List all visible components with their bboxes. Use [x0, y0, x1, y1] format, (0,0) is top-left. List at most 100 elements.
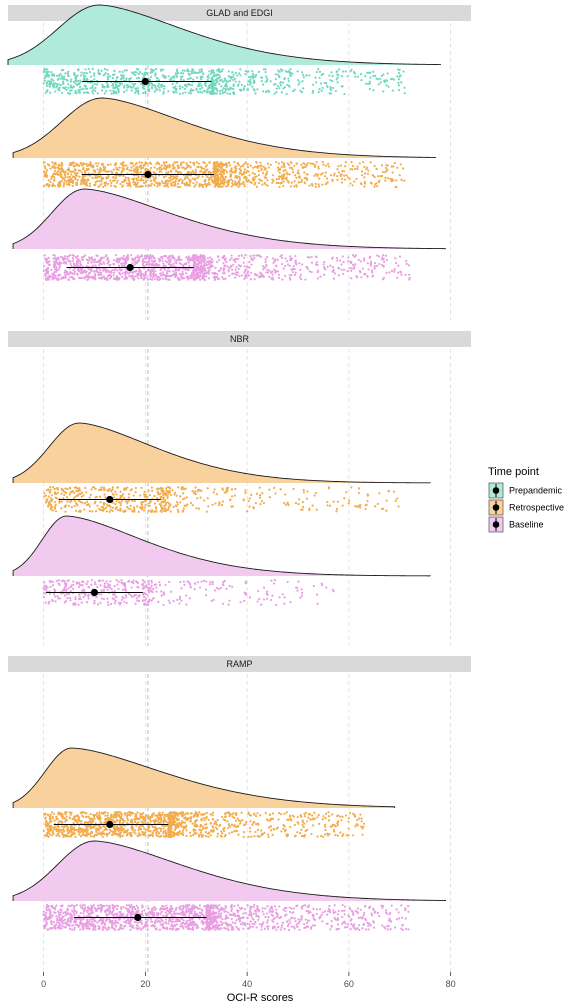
- data-point: [82, 182, 85, 185]
- data-point: [268, 488, 271, 491]
- data-point: [193, 257, 196, 260]
- data-point: [135, 581, 139, 584]
- data-point: [280, 262, 284, 266]
- data-point: [217, 73, 220, 76]
- data-point: [225, 181, 229, 184]
- data-point: [368, 87, 371, 91]
- data-point: [334, 89, 337, 93]
- data-point: [327, 486, 331, 489]
- data-point: [80, 178, 83, 181]
- data-point: [110, 587, 113, 591]
- data-point: [218, 82, 221, 85]
- data-point: [134, 270, 137, 273]
- data-point: [268, 269, 271, 272]
- data-point: [208, 92, 212, 95]
- data-point: [108, 510, 111, 513]
- data-point: [118, 70, 121, 73]
- data-point: [251, 70, 254, 73]
- data-point: [172, 270, 175, 273]
- data-point: [285, 176, 288, 179]
- data-point: [160, 167, 164, 171]
- data-point: [81, 176, 85, 179]
- data-point: [243, 277, 246, 280]
- data-point: [72, 268, 75, 271]
- data-point: [282, 162, 286, 165]
- data-point: [144, 499, 147, 503]
- data-point: [237, 83, 240, 86]
- data-point: [245, 171, 248, 174]
- data-point: [260, 168, 263, 172]
- data-point: [172, 91, 176, 94]
- data-point: [103, 184, 107, 187]
- data-point: [180, 71, 183, 75]
- data-point: [381, 254, 385, 257]
- data-point: [47, 504, 50, 507]
- data-point: [270, 817, 273, 820]
- data-point: [215, 182, 218, 186]
- data-point: [176, 598, 179, 601]
- data-point: [128, 275, 131, 278]
- data-point: [74, 495, 77, 498]
- data-point: [218, 70, 221, 74]
- data-point: [142, 595, 146, 599]
- data-point: [47, 70, 50, 73]
- data-point: [274, 258, 277, 261]
- data-point: [294, 502, 298, 505]
- data-point: [364, 508, 367, 511]
- data-point: [281, 593, 284, 596]
- data-point: [66, 74, 70, 77]
- data-point: [100, 486, 103, 489]
- data-point: [128, 271, 131, 274]
- data-point: [176, 161, 179, 164]
- data-point: [148, 598, 151, 601]
- data-point: [260, 829, 263, 832]
- data-point: [232, 84, 235, 88]
- data-point: [110, 184, 113, 187]
- data-point: [145, 261, 148, 264]
- data-point: [49, 80, 52, 83]
- data-point: [187, 259, 190, 262]
- data-point: [145, 179, 148, 182]
- data-point: [245, 265, 249, 268]
- data-point: [269, 163, 272, 166]
- data-point: [113, 184, 116, 188]
- data-point: [134, 87, 137, 90]
- data-point: [198, 811, 201, 814]
- data-point: [297, 580, 300, 583]
- data-point: [216, 170, 219, 173]
- data-point: [100, 69, 103, 72]
- data-point: [233, 494, 236, 497]
- data-point: [366, 71, 369, 74]
- data-point: [111, 76, 115, 80]
- data-point: [162, 166, 166, 170]
- data-point: [202, 275, 206, 278]
- data-point: [51, 811, 54, 814]
- data-point: [156, 487, 159, 490]
- data-point: [170, 184, 173, 187]
- data-point: [49, 497, 52, 500]
- data-point: [219, 89, 222, 93]
- data-point: [284, 257, 287, 260]
- data-point: [155, 586, 158, 589]
- data-point: [180, 599, 183, 602]
- data-point: [232, 73, 235, 76]
- data-point: [228, 79, 231, 83]
- data-point: [105, 170, 109, 173]
- data-point: [229, 175, 232, 178]
- data-point: [189, 88, 193, 91]
- data-point: [305, 74, 308, 77]
- data-point: [246, 166, 249, 169]
- data-point: [144, 273, 148, 276]
- data-point: [219, 163, 222, 166]
- data-point: [230, 495, 234, 498]
- data-point: [114, 90, 118, 93]
- data-point: [208, 161, 211, 164]
- data-point: [200, 68, 203, 71]
- data-point: [82, 91, 85, 94]
- data-point: [273, 579, 276, 582]
- data-point: [82, 596, 85, 599]
- data-point: [132, 579, 135, 582]
- data-point: [74, 178, 77, 181]
- data-point: [230, 178, 233, 181]
- data-point: [352, 70, 356, 74]
